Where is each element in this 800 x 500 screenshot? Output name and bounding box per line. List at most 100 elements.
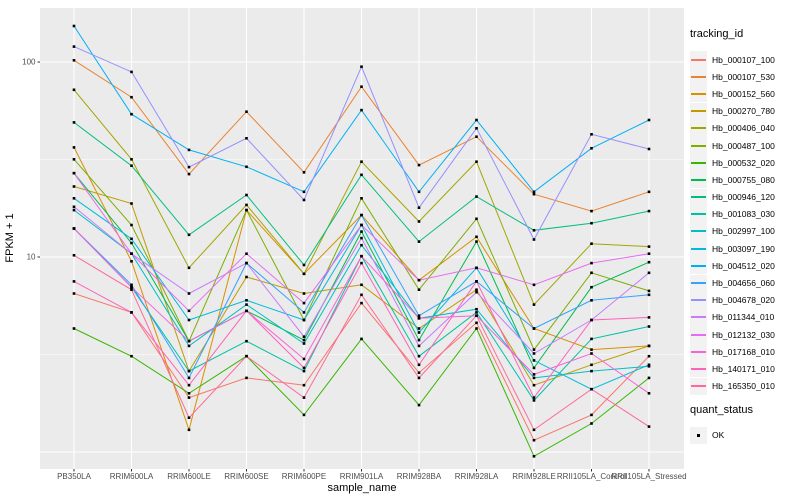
- data-point: [417, 376, 421, 380]
- legend-key: [690, 343, 707, 361]
- data-point: [590, 147, 593, 150]
- data-point: [360, 65, 363, 68]
- data-point: [532, 352, 536, 355]
- data-point: [187, 428, 191, 432]
- legend-line-swatch: [691, 282, 706, 285]
- data-point: [590, 221, 593, 225]
- data-point: [130, 70, 133, 74]
- data-point: [360, 223, 363, 227]
- data-point: [417, 331, 421, 334]
- data-point: [475, 118, 478, 122]
- legend-key: [690, 257, 707, 275]
- data-point: [532, 192, 536, 196]
- quant-item-list: OK: [690, 426, 798, 444]
- data-point: [302, 413, 306, 417]
- data-point: [187, 318, 191, 322]
- data-point: [245, 252, 248, 255]
- quant-status-key: [690, 426, 707, 444]
- legend-label: Hb_000487_100: [712, 140, 775, 151]
- data-point: [130, 202, 133, 205]
- legend-key: [690, 51, 707, 69]
- data-point: [72, 254, 76, 257]
- data-point: [130, 283, 133, 287]
- data-point: [245, 193, 248, 197]
- legend-item: Hb_011344_010: [690, 308, 798, 326]
- legend-key: [690, 171, 707, 189]
- data-point: [647, 365, 651, 368]
- legend-line-swatch: [691, 127, 706, 130]
- data-point: [590, 352, 593, 355]
- data-point: [360, 293, 363, 297]
- data-point: [302, 263, 306, 267]
- legend-key: [690, 291, 707, 309]
- x-tick-label: RRIM901LA: [340, 472, 384, 481]
- data-point: [647, 209, 651, 213]
- data-point: [532, 238, 536, 241]
- data-point: [245, 309, 248, 313]
- legend-label: Hb_002997_100: [712, 226, 775, 237]
- data-point: [360, 337, 363, 341]
- data-point: [590, 337, 593, 341]
- legend-key: [690, 308, 707, 326]
- data-point: [245, 299, 248, 302]
- data-point: [360, 243, 363, 247]
- data-point: [647, 425, 651, 428]
- data-point: [302, 342, 306, 345]
- legend-key: [690, 68, 707, 86]
- y-tick-label: 10: [27, 253, 36, 262]
- data-point: [647, 376, 651, 380]
- legend-line-swatch: [691, 333, 706, 336]
- legend-item: Hb_003097_190: [690, 240, 798, 258]
- data-point: [647, 392, 651, 395]
- quant-status-item: OK: [690, 426, 798, 444]
- legend-label: Hb_001083_030: [712, 209, 775, 220]
- data-point: [532, 283, 536, 287]
- data-point: [417, 163, 421, 167]
- legend-line-swatch: [691, 230, 706, 233]
- data-point: [130, 285, 133, 289]
- legend-key: [690, 326, 707, 344]
- legend-label: Hb_004512_020: [712, 260, 775, 271]
- data-point: [130, 354, 133, 358]
- data-point: [130, 95, 133, 99]
- legend-item: Hb_012132_030: [690, 326, 798, 344]
- data-point: [302, 366, 306, 370]
- data-point: [475, 321, 478, 325]
- data-point: [475, 314, 478, 317]
- data-point: [72, 327, 76, 330]
- data-point: [475, 160, 478, 163]
- legend-label: Hb_000270_780: [712, 106, 775, 117]
- legend-label: Hb_000946_120: [712, 192, 775, 203]
- legend-item: Hb_004656_060: [690, 274, 798, 292]
- data-point: [590, 387, 593, 391]
- data-point: [360, 85, 363, 88]
- data-point: [590, 271, 593, 275]
- data-point: [187, 392, 191, 395]
- legend-item: Hb_000152_560: [690, 85, 798, 103]
- data-point: [417, 220, 421, 223]
- data-point: [590, 369, 593, 373]
- legend-item: Hb_000532_020: [690, 154, 798, 172]
- data-point: [130, 164, 133, 167]
- data-point: [72, 24, 76, 28]
- data-point: [417, 190, 421, 194]
- data-point: [590, 318, 593, 322]
- data-point: [532, 396, 536, 399]
- legend-label: Hb_004678_020: [712, 295, 775, 306]
- legend-title-tracking-id: tracking_id: [690, 28, 744, 40]
- data-point: [187, 376, 191, 380]
- legend-key: [690, 85, 707, 103]
- data-point: [187, 369, 191, 373]
- legend-label: Hb_000755_080: [712, 174, 775, 185]
- data-point: [360, 108, 363, 112]
- x-axis-title: sample_name: [327, 482, 396, 494]
- data-point: [187, 344, 191, 348]
- data-point: [417, 314, 421, 317]
- legend-line-swatch: [691, 247, 706, 250]
- data-point: [647, 190, 651, 194]
- data-point: [590, 363, 593, 367]
- data-point: [417, 240, 421, 243]
- legend-item-list: Hb_000107_100 Hb_000107_530 Hb_000152_560 H…: [690, 51, 798, 395]
- data-point: [72, 45, 76, 48]
- data-point: [475, 280, 478, 283]
